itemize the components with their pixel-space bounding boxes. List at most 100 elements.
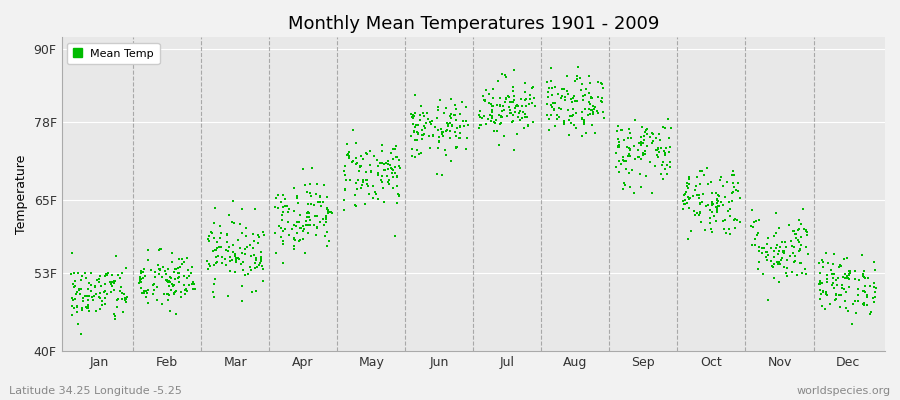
Point xyxy=(449,117,464,123)
Point xyxy=(662,116,676,122)
Point xyxy=(407,128,421,134)
Point xyxy=(518,89,533,95)
Point xyxy=(616,127,630,134)
Point xyxy=(834,263,849,269)
Point xyxy=(238,246,252,252)
Point xyxy=(583,110,598,117)
Point xyxy=(135,290,149,296)
Point xyxy=(771,261,786,267)
Point xyxy=(238,233,253,239)
Title: Monthly Mean Temperatures 1901 - 2009: Monthly Mean Temperatures 1901 - 2009 xyxy=(288,15,659,33)
Point xyxy=(290,230,304,236)
Point xyxy=(72,287,86,293)
Point xyxy=(794,220,808,227)
Point xyxy=(587,106,601,112)
Point xyxy=(221,211,236,218)
Point xyxy=(752,265,766,272)
Point xyxy=(369,191,383,198)
Point xyxy=(94,283,109,289)
Point xyxy=(501,104,516,110)
Point xyxy=(867,284,881,290)
Point xyxy=(745,242,760,248)
Point xyxy=(212,253,226,260)
Point xyxy=(155,274,169,280)
Point xyxy=(789,231,804,238)
Point xyxy=(74,331,88,337)
Point xyxy=(688,187,703,194)
Point xyxy=(381,166,395,172)
Point xyxy=(418,125,432,131)
Point xyxy=(153,266,167,272)
Point xyxy=(225,256,239,263)
Point xyxy=(287,235,302,242)
Point xyxy=(173,264,187,270)
Point xyxy=(856,272,870,279)
Point xyxy=(428,124,443,130)
Point xyxy=(271,205,285,211)
Point xyxy=(508,147,522,154)
Point xyxy=(287,246,302,252)
Point xyxy=(681,194,696,200)
Point xyxy=(226,242,240,248)
Point xyxy=(490,102,504,109)
Point xyxy=(313,199,328,206)
Point xyxy=(423,118,437,125)
Point xyxy=(749,217,763,224)
Point xyxy=(634,134,648,140)
Point xyxy=(623,184,637,190)
Point xyxy=(229,255,243,261)
Point xyxy=(165,280,179,287)
Point xyxy=(837,255,851,262)
Point xyxy=(180,288,194,294)
Point xyxy=(724,172,739,178)
Point xyxy=(153,267,167,273)
Point xyxy=(842,276,856,282)
Point xyxy=(89,291,104,297)
Point xyxy=(693,201,707,208)
Point xyxy=(406,120,420,127)
Point xyxy=(545,100,560,106)
Point xyxy=(291,193,305,200)
Point xyxy=(472,114,487,120)
Point xyxy=(564,113,579,119)
Point xyxy=(554,86,569,92)
Point xyxy=(660,162,674,168)
Point xyxy=(791,239,806,245)
Point xyxy=(379,173,393,180)
Point xyxy=(375,185,390,192)
Point xyxy=(656,159,670,166)
Point xyxy=(544,112,558,118)
Point xyxy=(826,280,841,286)
Point xyxy=(634,156,648,162)
Point xyxy=(388,164,402,170)
Point xyxy=(839,305,853,312)
Point xyxy=(730,217,744,223)
Point xyxy=(301,222,315,228)
Point xyxy=(485,109,500,116)
Point xyxy=(662,149,676,155)
Point xyxy=(798,228,813,235)
Point xyxy=(405,114,419,121)
Point xyxy=(561,107,575,113)
Point xyxy=(757,245,771,252)
Point xyxy=(849,310,863,316)
Point xyxy=(611,136,625,142)
Point xyxy=(76,298,91,304)
Point xyxy=(99,271,113,277)
Point xyxy=(111,271,125,278)
Point xyxy=(728,224,742,231)
Point xyxy=(689,210,704,216)
Point xyxy=(763,258,778,264)
Point xyxy=(625,166,639,173)
Point xyxy=(321,210,336,217)
Point xyxy=(696,190,710,197)
Point xyxy=(787,259,801,265)
Point xyxy=(310,213,324,220)
Point xyxy=(202,233,216,239)
Point xyxy=(634,184,649,190)
Point xyxy=(518,111,532,118)
Point xyxy=(275,209,290,215)
Point xyxy=(444,158,458,164)
Point xyxy=(777,250,791,257)
Point xyxy=(798,271,813,277)
